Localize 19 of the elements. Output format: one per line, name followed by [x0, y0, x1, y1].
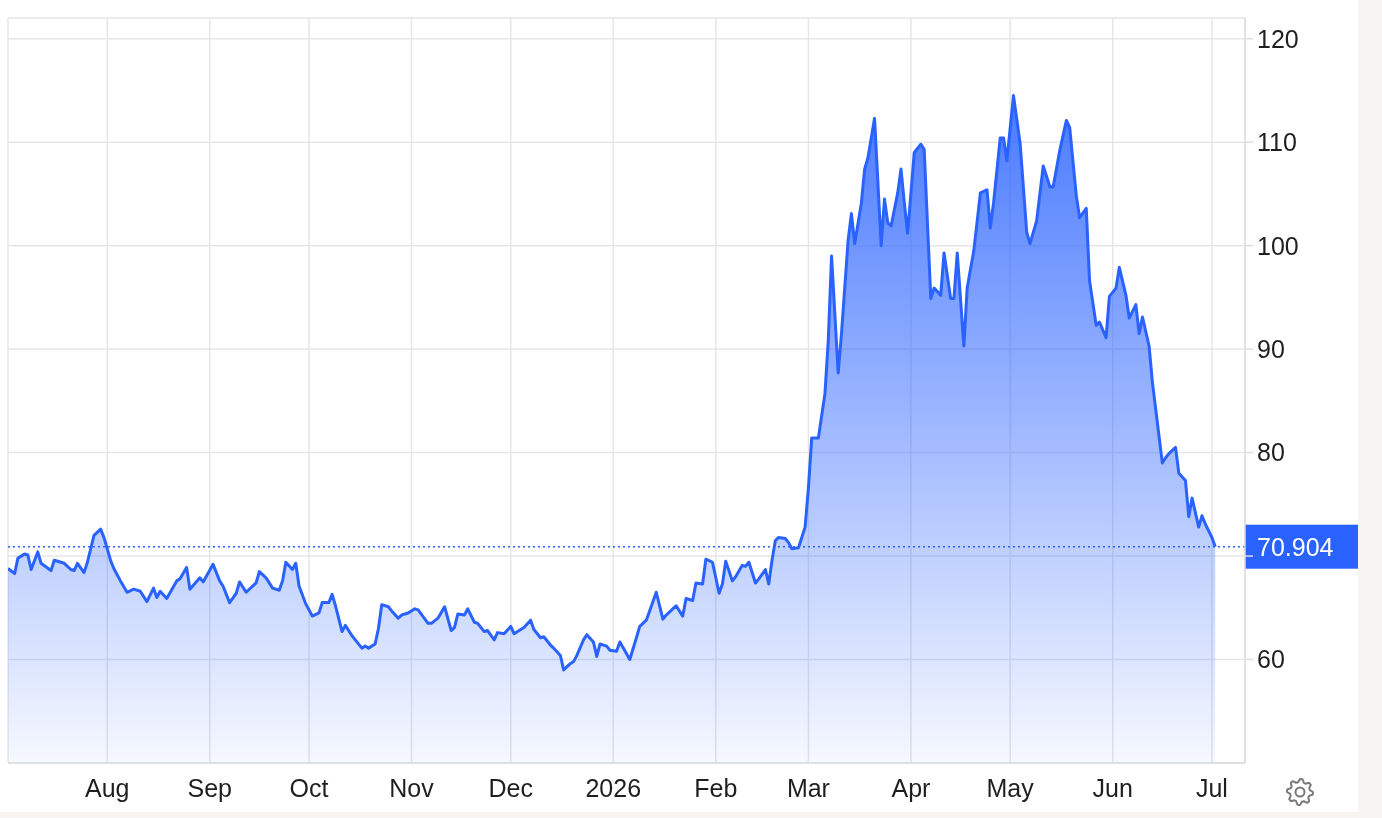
- y-tick-label: 80: [1257, 438, 1285, 467]
- x-tick-label: Jun: [1092, 773, 1133, 802]
- y-tick-label: 120: [1257, 24, 1299, 53]
- x-tick-label: Apr: [891, 773, 931, 802]
- x-tick-label: May: [986, 773, 1035, 802]
- y-tick-label: 100: [1257, 231, 1299, 260]
- y-tick-label: 110: [1257, 128, 1297, 157]
- x-tick-label: Oct: [289, 773, 329, 802]
- x-tick-label: Dec: [488, 773, 533, 802]
- x-tick-label: Mar: [786, 773, 830, 802]
- x-tick-label: Jul: [1195, 773, 1228, 802]
- x-tick-label: Nov: [389, 773, 435, 802]
- y-tick-label: 60: [1257, 645, 1285, 674]
- x-tick-label: Feb: [694, 773, 738, 802]
- x-tick-label: 2026: [585, 773, 642, 802]
- y-tick-label: 90: [1257, 334, 1285, 363]
- x-tick-label: Sep: [187, 773, 232, 802]
- x-tick-label: Aug: [84, 773, 130, 802]
- ref-line-label: 70.904: [1257, 532, 1334, 561]
